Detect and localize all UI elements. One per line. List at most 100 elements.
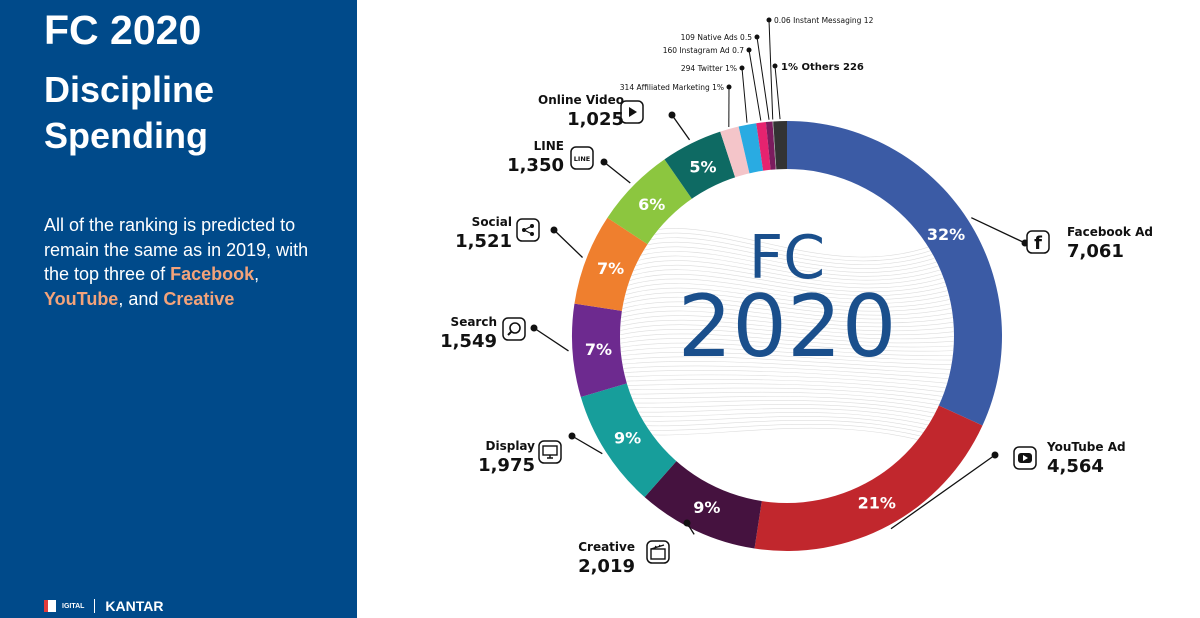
callout-label: 160 Instagram Ad 0.7 (663, 46, 745, 55)
swirl-line (620, 356, 954, 371)
slice-display (580, 382, 680, 498)
slice-search (572, 303, 631, 397)
percent-label-creative: 9% (693, 498, 720, 517)
callout-name: Online Video (538, 93, 624, 107)
page-title: FC 2020 (44, 7, 202, 53)
callout-name: YouTube Ad (1046, 440, 1126, 454)
swirl-line (620, 379, 954, 396)
swirl-line (620, 347, 954, 361)
desc-highlight-facebook: Facebook (170, 264, 255, 284)
callout-online-video: Online Video 1,025 (538, 93, 691, 141)
leader-dot (683, 519, 691, 527)
callout-twitter: 294 Twitter 1% (681, 64, 748, 123)
callout-name: Display (486, 439, 536, 453)
donut-chart: FC 2020 32% 21% 9% 9% 7% 7% 6% 5% f Facebook Ad 7… (440, 16, 1153, 577)
description: All of the ranking is predicted to remai… (44, 213, 334, 311)
leader-dot (668, 111, 676, 119)
leader-line (671, 114, 691, 141)
slice-instant-messaging (772, 121, 777, 174)
monitor-icon (538, 440, 562, 464)
monitor-stand (547, 455, 553, 459)
slice-line (607, 159, 695, 247)
leader-line (774, 65, 781, 120)
callout-value: 1,025 (567, 109, 624, 130)
desc-highlight-youtube: YouTube (44, 288, 119, 309)
kantar-logo: KANTAR (105, 598, 164, 614)
callout-value: 4,564 (1047, 456, 1104, 477)
facebook-icon (1026, 230, 1050, 254)
slice-affiliated-marketing (720, 126, 751, 182)
percent-label-youtube-ad: 21% (858, 493, 896, 512)
footer-divider (94, 599, 96, 613)
leader-line (553, 229, 584, 258)
digital-logo-icon (44, 600, 56, 612)
callout-name: Facebook Ad (1067, 225, 1153, 239)
swirl-line (620, 338, 954, 352)
leader-dot (746, 47, 752, 53)
leader-dot (991, 451, 999, 459)
share-icon (516, 218, 540, 242)
swirl-line (620, 374, 954, 391)
callout-creative: Creative 2,019 (578, 519, 695, 577)
slice-instagram-ad (756, 122, 772, 175)
leader-line (741, 67, 748, 123)
leader-dot (530, 324, 538, 332)
leader-dot (766, 17, 772, 23)
slice-social (574, 217, 651, 312)
swirl-line (620, 404, 954, 426)
left-panel: FC 2020 Discipline Spending All of the r… (0, 0, 357, 618)
clapper-top (650, 544, 665, 550)
callout-value: 7,061 (1067, 241, 1124, 262)
subtitle-line-2: Spending (44, 115, 208, 156)
center-label-fc: FC (749, 223, 825, 293)
facebook-glyph: f (1034, 233, 1042, 254)
swirl-line (620, 365, 954, 381)
swirl-line (620, 278, 954, 300)
chart-area: FC 2020 32% 21% 9% 9% 7% 7% 6% 5% f Facebook Ad 7… (357, 0, 1200, 618)
percent-label-social: 7% (597, 259, 624, 278)
swirl-line (620, 342, 954, 356)
callout-native-ads: 109 Native Ads 0.5 (681, 33, 770, 120)
callout-others: 1% Others 226 (772, 62, 864, 120)
leader-line (971, 217, 1026, 244)
swirl-line (620, 255, 954, 281)
callout-label: 1% Others 226 (781, 62, 864, 73)
digital-logo-text: IGITAL (62, 602, 85, 610)
swirl-line (620, 396, 954, 416)
youtube-play-glyph (1023, 455, 1028, 461)
callout-label: 314 Affiliated Marketing 1% (620, 83, 724, 92)
swirl-line (620, 324, 954, 340)
leader-dot (739, 65, 745, 71)
slice-creative (644, 458, 763, 549)
swirl-line (620, 269, 954, 293)
desc-highlight-creative: Creative (163, 288, 235, 309)
swirl-line (620, 292, 954, 312)
swirl-line (620, 351, 954, 366)
leader-line (533, 327, 569, 352)
search-lens (509, 322, 521, 334)
clapper-body (650, 548, 666, 560)
page-subtitle: Discipline Spending (44, 67, 214, 159)
callout-name: Search (451, 315, 497, 329)
swirl-line (620, 329, 954, 344)
callout-line: LINE LINE 1,350 (507, 139, 631, 184)
swirl-line (620, 387, 954, 406)
swirl-line (620, 333, 954, 348)
leader-dot (550, 226, 558, 234)
callout-search: Search 1,549 (440, 315, 569, 352)
callout-value: 1,975 (478, 455, 535, 476)
desc-text-1: All of the ranking is predicted to remai… (44, 215, 309, 284)
callout-label: 109 Native Ads 0.5 (681, 33, 753, 42)
percent-label-search: 7% (585, 340, 612, 359)
swirl-line (620, 274, 954, 296)
desc-text-3: , and (118, 288, 164, 309)
swirl-line (620, 306, 954, 324)
swirl-line (620, 400, 954, 421)
swirl-line (620, 412, 954, 436)
callout-affiliated-marketing: 314 Affiliated Marketing 1% (620, 83, 732, 127)
callout-value: 1,521 (455, 231, 512, 252)
callout-label: 0.06 Instant Messaging 12 (774, 16, 874, 25)
leader-dot (726, 84, 732, 90)
swirl-line (620, 251, 954, 277)
leader-dot (568, 432, 576, 440)
